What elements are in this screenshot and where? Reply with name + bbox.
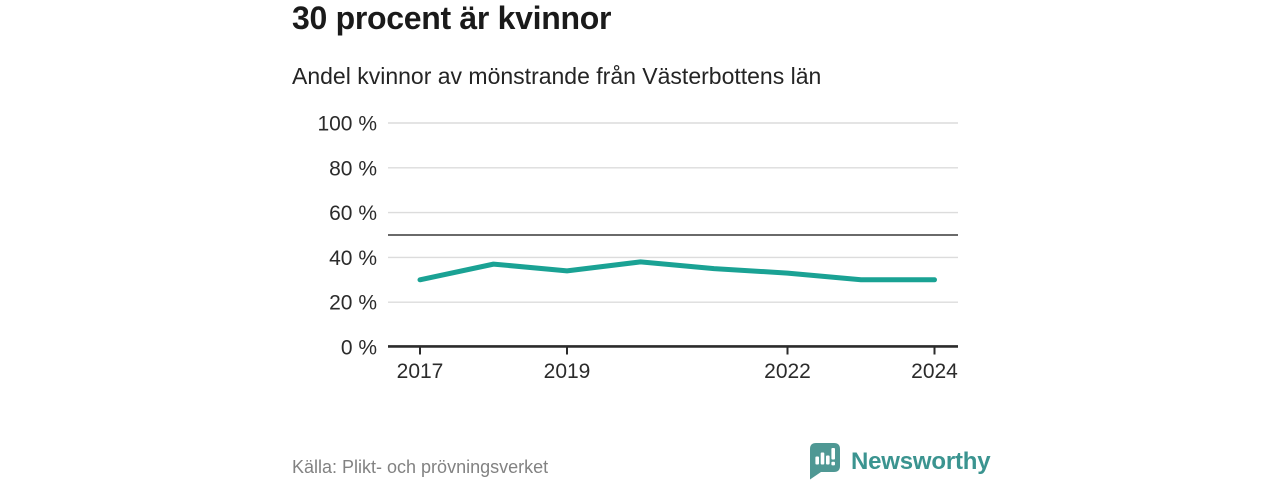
svg-text:20 %: 20 % bbox=[329, 292, 377, 315]
chart-title: 30 procent är kvinnor bbox=[292, 0, 612, 36]
brand-name: Newsworthy bbox=[851, 447, 991, 475]
newsworthy-logo-icon bbox=[810, 443, 840, 480]
source-note: Källa: Plikt- och prövningsverket bbox=[292, 457, 549, 477]
svg-text:60 %: 60 % bbox=[329, 202, 377, 225]
svg-text:0 %: 0 % bbox=[341, 337, 377, 360]
chart-subtitle: Andel kvinnor av mönstrande från Västerb… bbox=[292, 63, 822, 89]
svg-text:2019: 2019 bbox=[544, 360, 591, 383]
brand-logo: Newsworthy bbox=[810, 443, 991, 480]
svg-text:100 %: 100 % bbox=[317, 113, 377, 136]
svg-text:80 %: 80 % bbox=[329, 157, 377, 180]
svg-text:2024: 2024 bbox=[911, 360, 958, 383]
svg-text:2022: 2022 bbox=[764, 360, 811, 383]
svg-text:2017: 2017 bbox=[397, 360, 444, 383]
svg-text:40 %: 40 % bbox=[329, 247, 377, 270]
